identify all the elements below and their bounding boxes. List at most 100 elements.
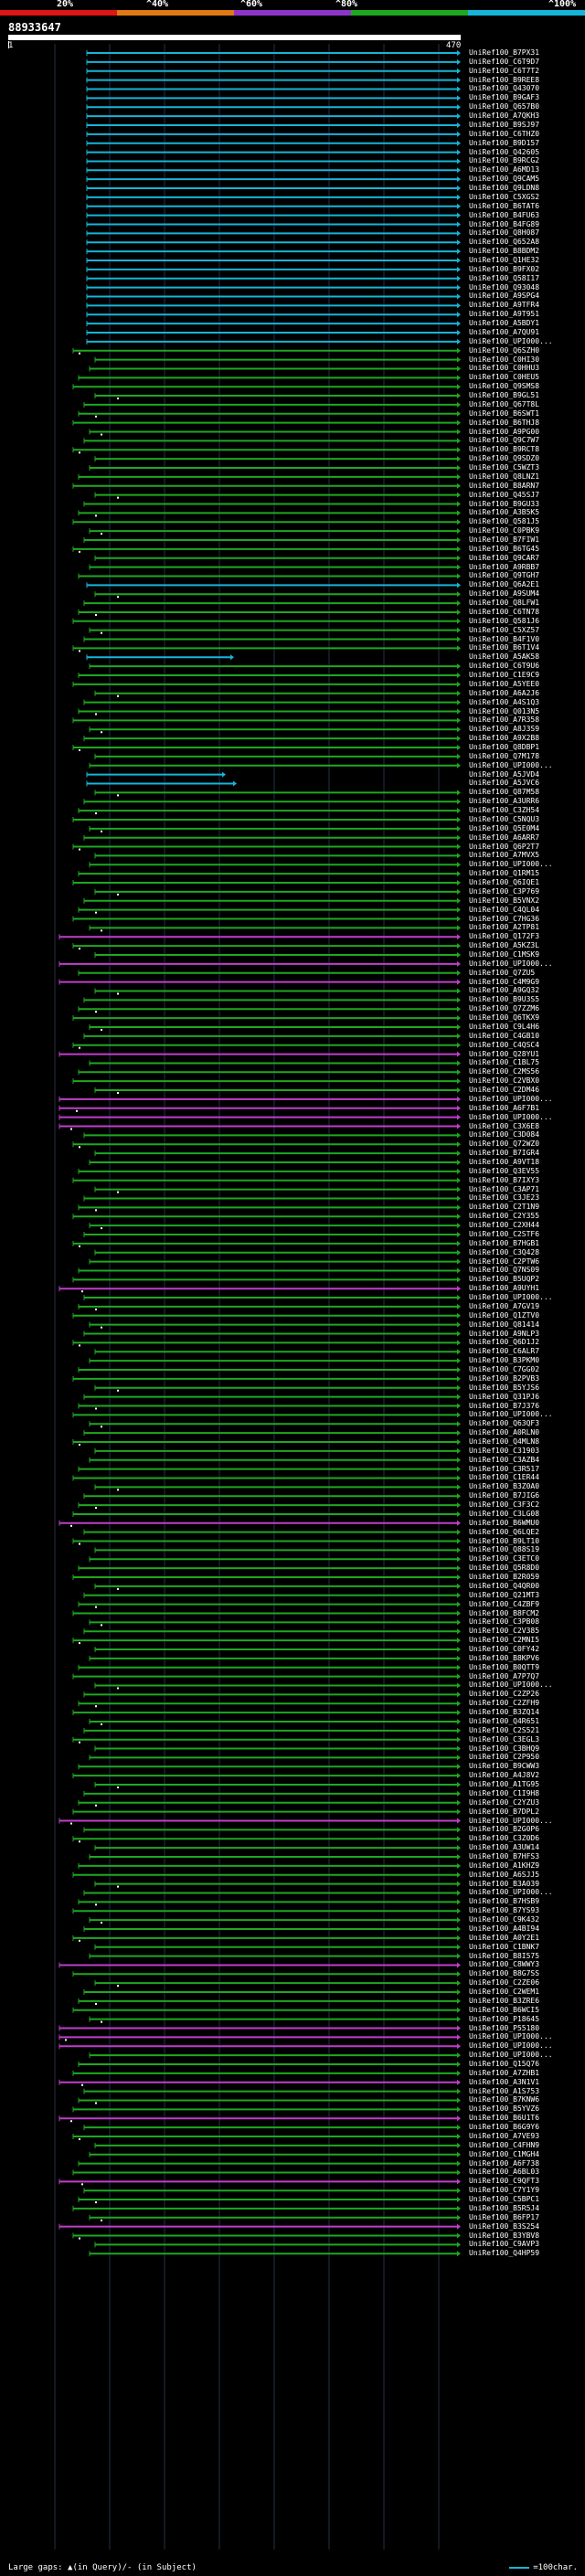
hit-label[interactable]: UniRef100_B7HFS3 [469,1852,540,1860]
hit-label[interactable]: UniRef100_UPI000... [469,1888,553,1897]
hit-label[interactable]: UniRef100_Q9SMS8 [469,382,540,391]
hit-label[interactable]: UniRef100_C7Y1Y9 [469,2186,540,2195]
hit-label[interactable]: UniRef100_A1KHZ9 [469,1860,540,1870]
hit-label[interactable]: UniRef100_P55180 [469,2023,540,2032]
hit-label[interactable]: UniRef100_A7QU91 [469,327,540,336]
hit-label[interactable]: UniRef100_Q9C7W7 [469,436,540,445]
hit-label[interactable]: UniRef100_UPI000... [469,959,553,968]
hit-label[interactable]: UniRef100_C1E9C9 [469,671,540,680]
hit-label[interactable]: UniRef100_C4QSC4 [469,1040,540,1049]
hit-label[interactable]: UniRef100_Q5R8D0 [469,1564,540,1573]
hit-label[interactable]: UniRef100_C3EGL3 [469,1734,540,1744]
hit-label[interactable]: UniRef100_B6T1V4 [469,643,540,652]
hit-label[interactable]: UniRef100_C9AVP3 [469,2240,540,2249]
hit-label[interactable]: UniRef100_Q581J6 [469,616,540,625]
hit-label[interactable]: UniRef100_B4FU63 [469,210,540,219]
hit-label[interactable]: UniRef100_A9SPG4 [469,292,540,301]
hit-label[interactable]: UniRef100_A3UW14 [469,1843,540,1852]
hit-label[interactable]: UniRef100_P18645 [469,2014,540,2023]
hit-label[interactable]: UniRef100_B9D157 [469,138,540,147]
hit-label[interactable]: UniRef100_UPI000... [469,1680,553,1690]
hit-label[interactable]: UniRef100_Q9CAM5 [469,175,540,184]
hit-label[interactable]: UniRef100_Q5E0M4 [469,823,540,832]
hit-label[interactable]: UniRef100_Q87M58 [469,788,540,797]
hit-label[interactable]: UniRef100_UPI000... [469,1293,553,1302]
hit-label[interactable]: UniRef100_Q4R651 [469,1716,540,1725]
hit-label[interactable]: UniRef100_UPI000... [469,2051,553,2060]
hit-label[interactable]: UniRef100_B9CWW3 [469,1762,540,1771]
hit-label[interactable]: UniRef100_Q6A2E1 [469,580,540,589]
hit-label[interactable]: UniRef100_C6ALR7 [469,1347,540,1356]
hit-label[interactable]: UniRef100_B3A039 [469,1879,540,1888]
hit-label[interactable]: UniRef100_B3YBV8 [469,2231,540,2240]
hit-label[interactable]: UniRef100_A9TFR4 [469,301,540,310]
hit-label[interactable]: UniRef100_B9GAF3 [469,93,540,102]
hit-label[interactable]: UniRef100_B6TG45 [469,544,540,553]
hit-label[interactable]: UniRef100_B7HGB1 [469,1238,540,1247]
hit-label[interactable]: UniRef100_B9GU33 [469,499,540,508]
hit-label[interactable]: UniRef100_C4GB10 [469,1031,540,1040]
hit-label[interactable]: UniRef100_A1TG95 [469,1780,540,1789]
hit-label[interactable]: UniRef100_C4ZBF9 [469,1599,540,1608]
hit-label[interactable]: UniRef100_C2STF6 [469,1229,540,1238]
hit-label[interactable]: UniRef100_A9PG00 [469,427,540,436]
hit-label[interactable]: UniRef100_B9RCT8 [469,445,540,454]
hit-label[interactable]: UniRef100_Q9SDZ0 [469,454,540,463]
hit-label[interactable]: UniRef100_A9X2B8 [469,734,540,743]
hit-label[interactable]: UniRef100_C1I9H8 [469,1788,540,1797]
hit-label[interactable]: UniRef100_B9SJ97 [469,120,540,129]
hit-label[interactable]: UniRef100_Q63QF3 [469,1419,540,1428]
hit-label[interactable]: UniRef100_Q88S19 [469,1545,540,1554]
hit-label[interactable]: UniRef100_C2P950 [469,1753,540,1762]
hit-label[interactable]: UniRef100_UPI000... [469,2032,553,2041]
hit-label[interactable]: UniRef100_A6BL03 [469,2168,540,2177]
hit-label[interactable]: UniRef100_C0HEU5 [469,373,540,382]
hit-label[interactable]: UniRef100_Q6P2T7 [469,842,540,851]
hit-label[interactable]: UniRef100_B9LT10 [469,1536,540,1545]
hit-label[interactable]: UniRef100_C2YZU3 [469,1797,540,1807]
hit-label[interactable]: UniRef100_B3PKM0 [469,1356,540,1365]
hit-label[interactable]: UniRef100_C1MSK9 [469,950,540,959]
hit-label[interactable]: UniRef100_C2T1N9 [469,1203,540,1212]
hit-label[interactable]: UniRef100_C3Q428 [469,1247,540,1256]
hit-label[interactable]: UniRef100_Q31PJ6 [469,1392,540,1401]
hit-label[interactable]: UniRef100_C2MS56 [469,1067,540,1076]
hit-label[interactable]: UniRef100_C2DM46 [469,1086,540,1095]
hit-label[interactable]: UniRef100_C1BL75 [469,1058,540,1067]
hit-label[interactable]: UniRef100_C6TN78 [469,607,540,616]
hit-label[interactable]: UniRef100_A7GV19 [469,1301,540,1310]
hit-label[interactable]: UniRef100_Q7ZZM6 [469,1004,540,1013]
hit-label[interactable]: UniRef100_C3Z0D6 [469,1834,540,1843]
hit-label[interactable]: UniRef100_B3Z0A0 [469,1482,540,1491]
hit-label[interactable]: UniRef100_Q1HE32 [469,256,540,264]
hit-label[interactable]: UniRef100_Q72WZ0 [469,1140,540,1149]
hit-label[interactable]: UniRef100_C3PB08 [469,1617,540,1627]
hit-label[interactable]: UniRef100_A6A2J6 [469,688,540,697]
hit-label[interactable]: UniRef100_B5VNX2 [469,896,540,905]
hit-label[interactable]: UniRef100_Q21MT3 [469,1590,540,1599]
hit-label[interactable]: UniRef100_Q9TGH7 [469,571,540,580]
hit-label[interactable]: UniRef100_C0FY42 [469,1644,540,1653]
hit-label[interactable]: UniRef100_Q6D1J2 [469,1338,540,1347]
hit-label[interactable]: UniRef100_C3F3C2 [469,1500,540,1510]
hit-label[interactable]: UniRef100_A5AK58 [469,652,540,662]
hit-label[interactable]: UniRef100_Q7NS09 [469,1266,540,1275]
hit-label[interactable]: UniRef100_B4FG89 [469,219,540,228]
hit-label[interactable]: UniRef100_C5XGS2 [469,192,540,201]
hit-label[interactable]: UniRef100_C3ETC0 [469,1554,540,1564]
hit-label[interactable]: UniRef100_Q81414 [469,1320,540,1329]
hit-label[interactable]: UniRef100_A0RLN0 [469,1428,540,1437]
hit-label[interactable]: UniRef100_UPI000... [469,2041,553,2051]
hit-label[interactable]: UniRef100_B5YJS6 [469,1383,540,1392]
hit-label[interactable]: UniRef100_B7JIG6 [469,1491,540,1500]
hit-label[interactable]: UniRef100_B7IGR4 [469,1149,540,1158]
hit-label[interactable]: UniRef100_A7ZHB1 [469,2068,540,2077]
hit-label[interactable]: UniRef100_A7P7Q7 [469,1671,540,1680]
hit-label[interactable]: UniRef100_C3P769 [469,886,540,896]
hit-label[interactable]: UniRef100_A9T951 [469,310,540,319]
hit-label[interactable]: UniRef100_Q3EV55 [469,1166,540,1175]
hit-label[interactable]: UniRef100_C1ER44 [469,1473,540,1482]
hit-label[interactable]: UniRef100_B8KPV6 [469,1653,540,1662]
hit-label[interactable]: UniRef100_A7QKH3 [469,111,540,121]
hit-label[interactable]: UniRef100_A6F7B1 [469,1103,540,1112]
